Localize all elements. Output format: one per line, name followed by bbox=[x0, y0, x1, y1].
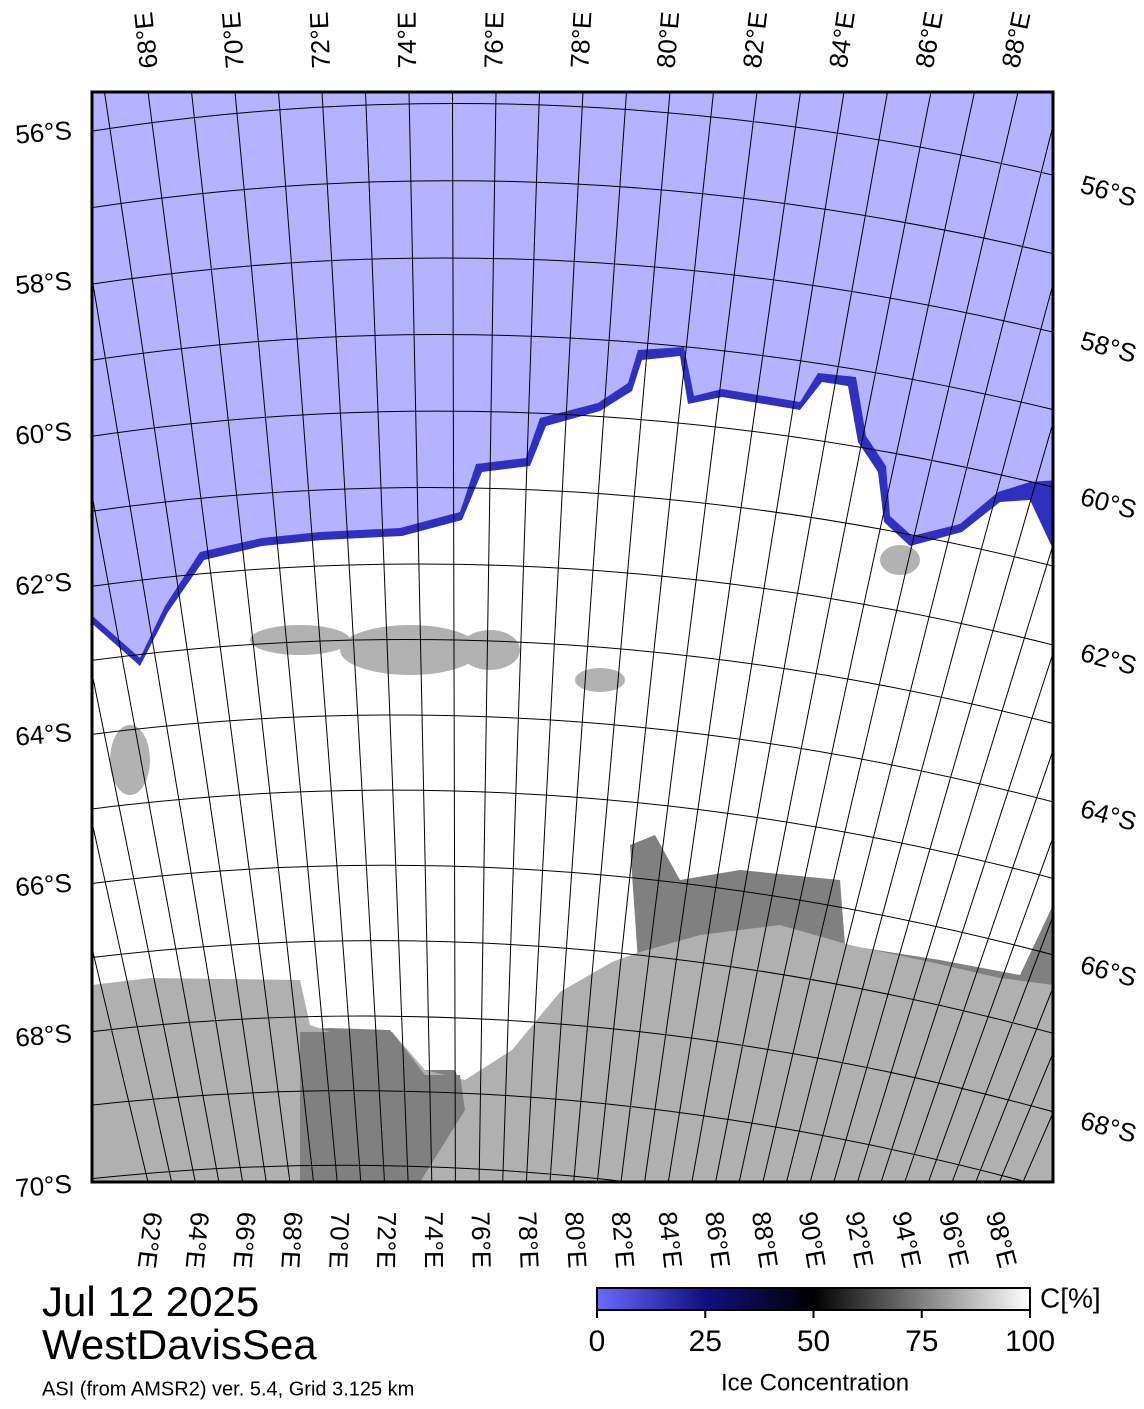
bottom-lon-label: 88°E bbox=[746, 1209, 784, 1270]
bottom-lon-label: 62°E bbox=[132, 1210, 169, 1270]
bottom-lon-label: 72°E bbox=[371, 1211, 402, 1268]
bottom-lon-label: 86°E bbox=[699, 1210, 736, 1270]
left-lat-label: 68°S bbox=[14, 1018, 73, 1053]
right-lat-label: 62°S bbox=[1077, 637, 1140, 681]
top-lon-label: 82°E bbox=[737, 10, 773, 70]
left-lat-label: 62°S bbox=[14, 566, 73, 601]
bottom-lon-label: 64°E bbox=[180, 1211, 216, 1270]
colorbar-tick-label: 0 bbox=[589, 1325, 606, 1358]
bottom-lon-label: 96°E bbox=[933, 1208, 975, 1270]
bottom-lon-label: 70°E bbox=[323, 1211, 355, 1269]
right-lat-label: 68°S bbox=[1077, 1105, 1140, 1149]
top-lon-label: 72°E bbox=[304, 11, 336, 69]
left-lat-label: 60°S bbox=[14, 416, 73, 451]
bottom-lon-label: 84°E bbox=[652, 1210, 688, 1270]
top-lon-label: 76°E bbox=[478, 11, 509, 68]
colorbar-ticks: 0 25 50 75 100 bbox=[589, 1310, 1055, 1358]
date: Jul 12 2025 bbox=[42, 1278, 259, 1325]
bottom-lon-label: 68°E bbox=[275, 1211, 308, 1269]
right-lat-label: 56°S bbox=[1077, 169, 1140, 213]
colorbar-tick-label: 25 bbox=[689, 1325, 722, 1358]
right-lat-label: 60°S bbox=[1077, 481, 1140, 525]
left-lat-label: 66°S bbox=[14, 867, 73, 902]
source-note: ASI (from AMSR2) ver. 5.4, Grid 3.125 km bbox=[42, 1378, 414, 1400]
left-lat-label: 70°S bbox=[14, 1168, 73, 1203]
bottom-lon-label: 92°E bbox=[839, 1209, 879, 1270]
right-lat-label: 66°S bbox=[1077, 949, 1140, 993]
colorbar-tick-label: 50 bbox=[797, 1325, 830, 1358]
top-lon-label: 84°E bbox=[823, 9, 861, 69]
bottom-lon-label: 90°E bbox=[793, 1209, 832, 1270]
region-name: WestDavisSea bbox=[42, 1321, 317, 1368]
right-lat-label: 64°S bbox=[1077, 793, 1140, 837]
colorbar bbox=[597, 1288, 1030, 1310]
top-lon-label: 70°E bbox=[216, 11, 250, 70]
bottom-lon-label: 76°E bbox=[466, 1211, 497, 1268]
top-lon-label: 68°E bbox=[128, 10, 164, 69]
right-lat-label: 58°S bbox=[1077, 325, 1140, 369]
top-lon-label: 80°E bbox=[651, 10, 686, 69]
top-lon-label: 88°E bbox=[995, 9, 1036, 71]
colorbar-tick-label: 100 bbox=[1005, 1325, 1055, 1358]
top-lon-label: 74°E bbox=[392, 12, 423, 69]
bottom-lon-label: 66°E bbox=[227, 1211, 261, 1270]
left-lat-label: 58°S bbox=[14, 265, 73, 300]
left-lat-label: 64°S bbox=[14, 717, 73, 752]
bottom-lon-label: 80°E bbox=[559, 1211, 593, 1270]
left-lat-label: 56°S bbox=[14, 115, 73, 150]
colorbar-tick-label: 75 bbox=[905, 1325, 938, 1358]
bottom-lon-label: 94°E bbox=[886, 1209, 927, 1271]
bottom-lon-label: 78°E bbox=[512, 1211, 545, 1269]
bottom-lon-label: 98°E bbox=[980, 1208, 1023, 1270]
colorbar-unit: C[%] bbox=[1040, 1282, 1101, 1313]
bottom-lon-label: 74°E bbox=[419, 1212, 449, 1269]
map-area bbox=[0, 92, 1144, 1270]
bottom-lon-label: 82°E bbox=[606, 1210, 641, 1269]
top-lon-label: 78°E bbox=[564, 11, 597, 69]
colorbar-title: Ice Concentration bbox=[721, 1369, 909, 1396]
top-lon-label: 86°E bbox=[909, 9, 949, 70]
